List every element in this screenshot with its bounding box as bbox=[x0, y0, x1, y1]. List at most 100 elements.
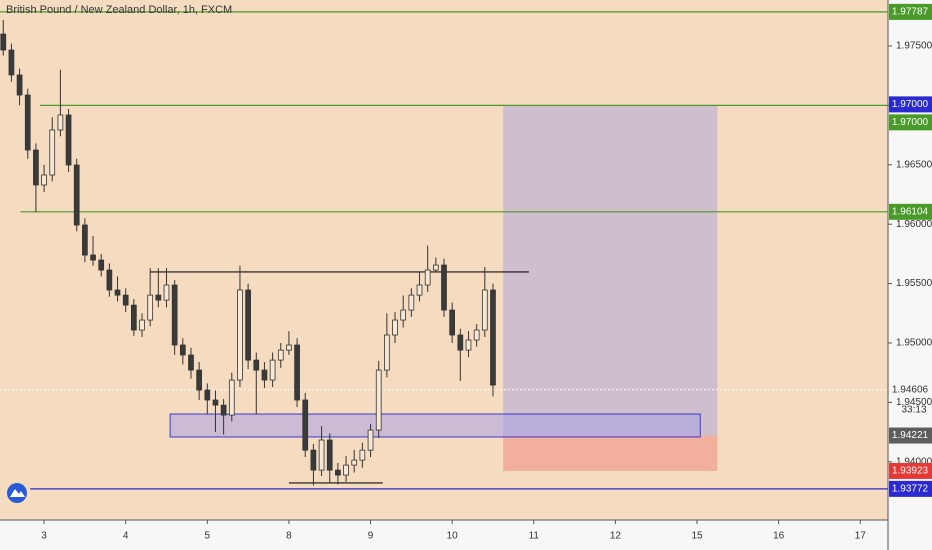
candle-body bbox=[367, 429, 374, 451]
candle-body bbox=[139, 319, 145, 331]
level-tag-label: 1.97000 bbox=[892, 117, 929, 128]
level-tag-label: 1.96104 bbox=[892, 206, 929, 217]
candle-body bbox=[82, 224, 88, 256]
target-tag bbox=[889, 96, 932, 113]
candle-body bbox=[228, 379, 235, 416]
candle-body bbox=[424, 269, 431, 286]
candle-body bbox=[98, 259, 105, 271]
candle-body bbox=[204, 389, 211, 401]
candle-body bbox=[114, 289, 121, 296]
current-tag-label: 1.94606 bbox=[892, 384, 929, 395]
x-tick-label: 10 bbox=[447, 531, 459, 542]
candle-body bbox=[155, 294, 162, 301]
stop-tag bbox=[889, 462, 932, 479]
candle-body bbox=[416, 284, 423, 296]
x-tick-label: 4 bbox=[123, 531, 129, 542]
x-tick-label: 16 bbox=[773, 531, 785, 542]
candle-body bbox=[408, 294, 415, 311]
candle-body bbox=[261, 369, 268, 381]
candle-body bbox=[384, 334, 390, 371]
candle-body bbox=[122, 294, 129, 306]
y-tick-label: 1.95000 bbox=[896, 338, 932, 349]
candle-body bbox=[481, 289, 488, 331]
candle-body bbox=[16, 74, 23, 96]
candle-body bbox=[449, 309, 456, 336]
price-axis bbox=[888, 0, 932, 550]
candle-body bbox=[392, 319, 398, 336]
candle-body bbox=[245, 289, 251, 361]
candle-body bbox=[441, 264, 447, 311]
candle-body bbox=[400, 309, 407, 321]
y-tick-label: 1.95500 bbox=[896, 278, 932, 289]
candle-body bbox=[465, 339, 472, 351]
candle-body bbox=[269, 359, 276, 381]
candle-body bbox=[90, 254, 96, 261]
candle-body bbox=[326, 439, 333, 471]
level-tag bbox=[889, 203, 932, 220]
candle-body bbox=[8, 49, 15, 76]
candle-body bbox=[131, 304, 137, 331]
target-tag-label: 1.97000 bbox=[892, 99, 929, 110]
candle-body bbox=[351, 459, 358, 466]
candle-body bbox=[179, 344, 186, 356]
candle-body bbox=[375, 369, 382, 431]
level-tag bbox=[889, 3, 932, 20]
y-tick-label: 1.97500 bbox=[896, 41, 932, 52]
y-tick-label: 1.94500 bbox=[896, 397, 932, 408]
level-tag bbox=[889, 480, 932, 497]
position-profit bbox=[503, 105, 718, 436]
candle-body bbox=[73, 164, 80, 226]
countdown: 33:13 bbox=[901, 404, 926, 415]
candle-body bbox=[318, 439, 325, 471]
candle-body bbox=[432, 264, 439, 271]
chart-title: British Pound / New Zealand Dollar, 1h, … bbox=[6, 4, 232, 16]
support-zone bbox=[169, 413, 701, 438]
candle-body bbox=[457, 334, 464, 351]
logo-mark bbox=[10, 489, 25, 497]
y-tick-label: 1.96000 bbox=[896, 219, 932, 230]
layer: 1.97500 1.97000 1.96500 1.96000 1.95500 1.950… bbox=[0, 3, 932, 542]
position-loss bbox=[503, 435, 718, 471]
y-tick-label: 1.94000 bbox=[896, 456, 932, 467]
current-tag bbox=[889, 381, 932, 398]
candle-body bbox=[196, 369, 202, 391]
stop-tag-label: 1.93923 bbox=[892, 466, 929, 477]
candle-body bbox=[65, 114, 72, 166]
candle-body bbox=[302, 399, 309, 451]
candle-body bbox=[294, 344, 300, 401]
candle-body bbox=[335, 469, 341, 476]
x-tick-label: 9 bbox=[368, 531, 374, 542]
candle-body bbox=[41, 174, 47, 186]
candle-body bbox=[310, 449, 317, 471]
candle-body bbox=[490, 289, 496, 386]
entry-tag bbox=[889, 427, 932, 444]
candle-body bbox=[49, 129, 56, 176]
candle-body bbox=[212, 399, 219, 406]
candle-body bbox=[171, 284, 178, 346]
x-tick-label: 11 bbox=[529, 531, 540, 542]
candle-body bbox=[24, 94, 31, 151]
candle-body bbox=[106, 269, 113, 291]
candle-body bbox=[473, 329, 480, 341]
x-tick-label: 8 bbox=[286, 531, 292, 542]
level-tag-label: 1.93772 bbox=[892, 484, 929, 495]
candle-body bbox=[33, 149, 39, 186]
x-tick-label: 12 bbox=[610, 531, 622, 542]
x-tick-label: 17 bbox=[855, 531, 867, 542]
candle-body bbox=[277, 349, 284, 361]
candle-body bbox=[147, 294, 154, 321]
candle-body bbox=[188, 354, 194, 371]
y-tick-label: 1.96500 bbox=[896, 159, 932, 170]
candle-body bbox=[343, 464, 349, 476]
candle-body bbox=[253, 359, 260, 371]
candle-body bbox=[57, 114, 64, 131]
candle-body bbox=[286, 344, 292, 351]
time-axis bbox=[0, 520, 888, 550]
level-tag-label: 1.97787 bbox=[892, 7, 929, 18]
x-tick-label: 15 bbox=[691, 531, 703, 542]
entry-tag-label: 1.94221 bbox=[892, 430, 929, 441]
candle-body bbox=[0, 33, 7, 51]
candle-body bbox=[237, 289, 243, 381]
